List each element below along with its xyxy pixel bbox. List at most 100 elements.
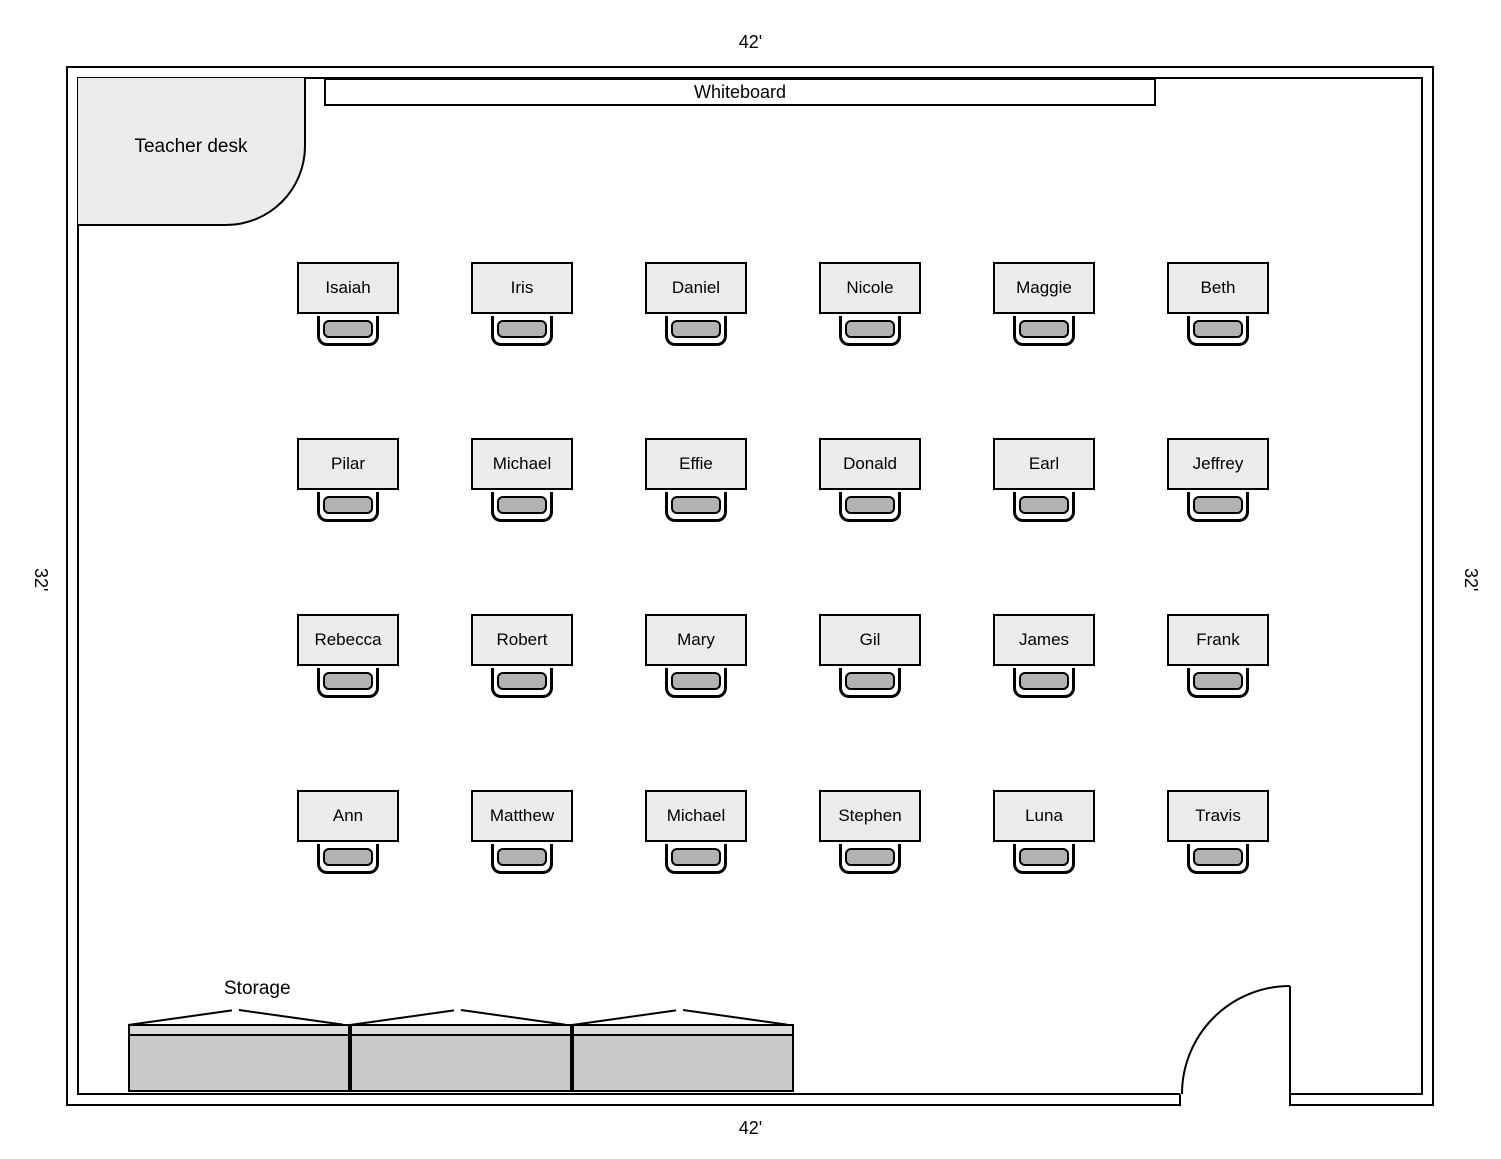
chair-seat bbox=[671, 672, 721, 690]
student-desk: Luna bbox=[993, 790, 1095, 882]
chair bbox=[645, 314, 747, 354]
desk-top: Michael bbox=[645, 790, 747, 842]
desk-top: Luna bbox=[993, 790, 1095, 842]
whiteboard: Whiteboard bbox=[324, 78, 1156, 106]
desk-top: Matthew bbox=[471, 790, 573, 842]
student-desk: Frank bbox=[1167, 614, 1269, 706]
student-name: Luna bbox=[1025, 806, 1063, 826]
desk-top: Iris bbox=[471, 262, 573, 314]
chair bbox=[297, 490, 399, 530]
student-name: Gil bbox=[860, 630, 881, 650]
student-desk: Ann bbox=[297, 790, 399, 882]
student-name: Maggie bbox=[1016, 278, 1072, 298]
student-desk: Robert bbox=[471, 614, 573, 706]
student-desk: Matthew bbox=[471, 790, 573, 882]
student-name: Iris bbox=[511, 278, 534, 298]
desk-top: Pilar bbox=[297, 438, 399, 490]
chair-seat bbox=[497, 496, 547, 514]
student-desk: Daniel bbox=[645, 262, 747, 354]
chair-seat bbox=[497, 320, 547, 338]
floor-plan-canvas: 42' 42' 32' 32' Teacher desk Whiteboard … bbox=[0, 0, 1501, 1159]
storage-cabinet-top bbox=[572, 1024, 794, 1036]
chair-seat bbox=[1193, 672, 1243, 690]
chair-seat bbox=[323, 496, 373, 514]
student-name: Frank bbox=[1196, 630, 1239, 650]
student-desk: Donald bbox=[819, 438, 921, 530]
student-name: Michael bbox=[493, 454, 552, 474]
desk-top: Isaiah bbox=[297, 262, 399, 314]
chair-seat bbox=[1019, 848, 1069, 866]
desk-top: Jeffrey bbox=[1167, 438, 1269, 490]
desk-top: Frank bbox=[1167, 614, 1269, 666]
chair bbox=[297, 842, 399, 882]
student-name: Jeffrey bbox=[1193, 454, 1244, 474]
storage-label: Storage bbox=[224, 978, 291, 1000]
chair bbox=[1167, 490, 1269, 530]
desk-top: Travis bbox=[1167, 790, 1269, 842]
desk-top: James bbox=[993, 614, 1095, 666]
desk-top: Michael bbox=[471, 438, 573, 490]
chair bbox=[993, 666, 1095, 706]
student-desk: James bbox=[993, 614, 1095, 706]
student-name: Rebecca bbox=[314, 630, 381, 650]
student-name: Nicole bbox=[846, 278, 893, 298]
student-name: Matthew bbox=[490, 806, 554, 826]
chair-seat bbox=[671, 320, 721, 338]
student-desk: Jeffrey bbox=[1167, 438, 1269, 530]
chair-seat bbox=[497, 848, 547, 866]
chair-seat bbox=[671, 848, 721, 866]
chair bbox=[471, 842, 573, 882]
storage-cabinet bbox=[572, 1034, 794, 1092]
storage-cabinet-top bbox=[350, 1024, 572, 1036]
chair bbox=[645, 666, 747, 706]
student-name: Robert bbox=[496, 630, 547, 650]
desk-top: Mary bbox=[645, 614, 747, 666]
chair bbox=[819, 314, 921, 354]
student-name: Earl bbox=[1029, 454, 1059, 474]
chair bbox=[819, 490, 921, 530]
chair-seat bbox=[845, 320, 895, 338]
chair-seat bbox=[671, 496, 721, 514]
door-gap bbox=[1180, 1092, 1290, 1108]
student-name: Isaiah bbox=[325, 278, 370, 298]
whiteboard-label: Whiteboard bbox=[694, 82, 786, 102]
desk-top: Rebecca bbox=[297, 614, 399, 666]
chair bbox=[993, 490, 1095, 530]
desk-top: Earl bbox=[993, 438, 1095, 490]
chair-seat bbox=[1019, 320, 1069, 338]
student-desk: Rebecca bbox=[297, 614, 399, 706]
student-name: Stephen bbox=[838, 806, 901, 826]
student-desk: Mary bbox=[645, 614, 747, 706]
student-desk: Effie bbox=[645, 438, 747, 530]
student-name: Ann bbox=[333, 806, 363, 826]
student-desk: Earl bbox=[993, 438, 1095, 530]
chair-seat bbox=[845, 848, 895, 866]
student-name: Donald bbox=[843, 454, 897, 474]
chair-seat bbox=[323, 320, 373, 338]
student-desk: Michael bbox=[645, 790, 747, 882]
chair-seat bbox=[1019, 672, 1069, 690]
desk-top: Nicole bbox=[819, 262, 921, 314]
chair-seat bbox=[1019, 496, 1069, 514]
chair bbox=[1167, 842, 1269, 882]
teacher-desk: Teacher desk bbox=[78, 78, 306, 226]
storage-cabinet bbox=[350, 1034, 572, 1092]
desk-top: Stephen bbox=[819, 790, 921, 842]
chair-seat bbox=[1193, 496, 1243, 514]
desk-top: Maggie bbox=[993, 262, 1095, 314]
chair-seat bbox=[323, 848, 373, 866]
student-desk: Gil bbox=[819, 614, 921, 706]
desk-top: Gil bbox=[819, 614, 921, 666]
chair-seat bbox=[1193, 848, 1243, 866]
chair bbox=[297, 314, 399, 354]
student-name: Mary bbox=[677, 630, 715, 650]
chair-seat bbox=[323, 672, 373, 690]
student-name: James bbox=[1019, 630, 1069, 650]
teacher-desk-label: Teacher desk bbox=[134, 136, 247, 158]
chair bbox=[993, 314, 1095, 354]
chair bbox=[471, 666, 573, 706]
chair-seat bbox=[845, 672, 895, 690]
chair bbox=[471, 490, 573, 530]
chair-seat bbox=[1193, 320, 1243, 338]
storage-cabinet bbox=[128, 1034, 350, 1092]
